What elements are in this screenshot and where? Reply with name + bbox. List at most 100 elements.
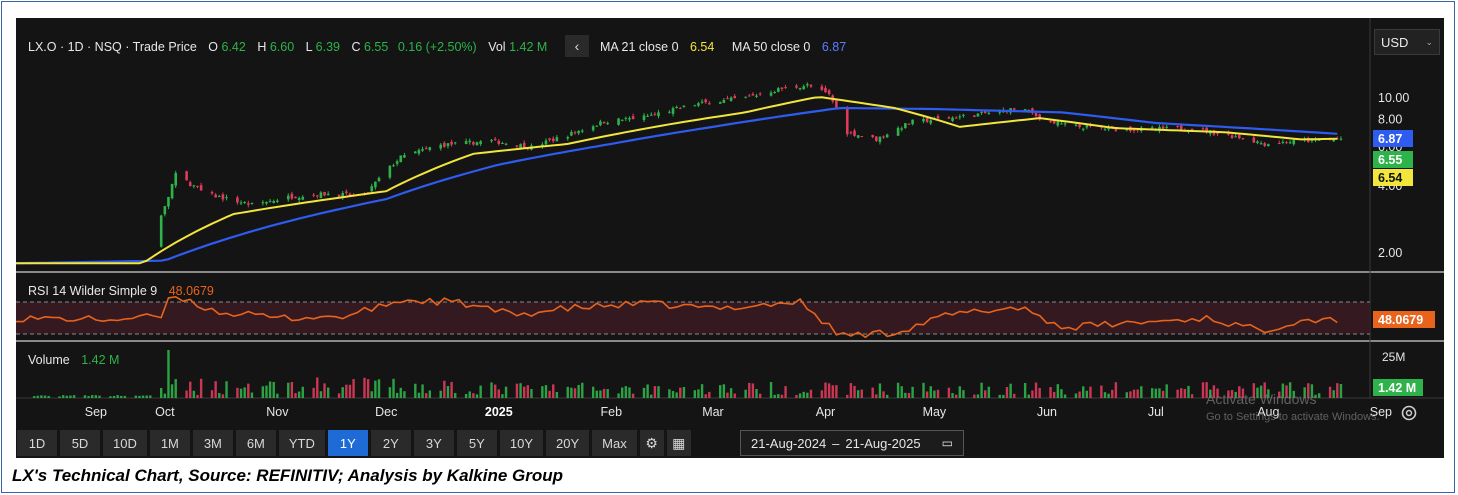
- volume-bar: [109, 396, 112, 398]
- volume-bar: [1212, 385, 1216, 398]
- volume-pane-label: Volume: [28, 353, 70, 367]
- volume-bar: [218, 393, 221, 398]
- volume-bar: [954, 394, 958, 398]
- range-button-max[interactable]: Max: [592, 430, 637, 456]
- volume-axis-tick: 25M: [1382, 350, 1405, 364]
- candle-body: [301, 196, 305, 200]
- date-range-picker[interactable]: 21-Aug-2024 – 21-Aug-2025 ▭: [740, 430, 964, 456]
- range-button-10y[interactable]: 10Y: [499, 430, 543, 456]
- volume-bar: [570, 387, 573, 398]
- volume-bar: [798, 393, 802, 398]
- volume-bar: [120, 395, 123, 398]
- settings-gear-icon[interactable]: [1401, 405, 1417, 421]
- volume-bar: [693, 390, 697, 398]
- legend-collapse-button[interactable]: ‹: [565, 35, 589, 57]
- candle-body: [773, 91, 776, 93]
- volume-bar: [1060, 389, 1063, 398]
- volume-bar: [428, 390, 432, 398]
- volume-bar: [1201, 382, 1205, 398]
- price-chart[interactable]: LX.O · 1D · NSQ · Trade Price O 6.42 H 6…: [16, 18, 1444, 458]
- candle-body: [1049, 121, 1052, 123]
- candle-body: [188, 182, 192, 187]
- volume-bar: [947, 387, 951, 398]
- range-button-10d[interactable]: 10D: [103, 430, 147, 456]
- volume-bar: [1259, 385, 1263, 398]
- range-button-5d[interactable]: 5D: [60, 430, 100, 456]
- volume-bar: [751, 383, 755, 398]
- volume-bar: [1328, 386, 1332, 398]
- candle-body: [936, 116, 940, 119]
- volume-bar: [40, 395, 43, 398]
- candle-body: [835, 100, 838, 108]
- high-label: H: [257, 40, 266, 54]
- volume-bar: [450, 381, 453, 398]
- volume-bar: [1150, 388, 1154, 398]
- volume-bar: [1154, 388, 1158, 398]
- volume-bar: [65, 395, 69, 398]
- range-button-3y[interactable]: 3Y: [413, 430, 454, 456]
- volume-bar: [392, 378, 395, 398]
- candle-body: [388, 165, 392, 178]
- volume-bar: [1129, 391, 1132, 398]
- time-axis-tick: May: [923, 405, 947, 419]
- chart-settings-button[interactable]: ⚙: [639, 430, 664, 456]
- candle-body: [450, 141, 453, 145]
- range-button-2y[interactable]: 2Y: [370, 430, 411, 456]
- candle-body: [900, 128, 904, 130]
- volume-bar: [399, 387, 402, 398]
- volume-bar: [1052, 391, 1056, 398]
- range-button-5y[interactable]: 5Y: [456, 430, 497, 456]
- candle-body: [751, 93, 755, 96]
- volume-bar: [265, 385, 268, 398]
- volume-bar: [552, 384, 555, 398]
- candle-body: [243, 201, 246, 203]
- range-button-20y[interactable]: 20Y: [546, 430, 590, 456]
- volume-bar: [160, 387, 163, 398]
- candle-body: [875, 136, 878, 141]
- volume-bar: [1049, 387, 1052, 398]
- range-button-1y[interactable]: 1Y: [327, 430, 368, 456]
- candle-body: [326, 193, 330, 196]
- currency-select[interactable]: USD ⌄: [1374, 29, 1440, 55]
- candle-body: [700, 101, 704, 103]
- range-button-1m[interactable]: 1M: [149, 430, 190, 456]
- range-button-ytd[interactable]: YTD: [278, 430, 325, 456]
- price-label-close-box: [1373, 151, 1413, 168]
- volume-pane-value: 1.42 M: [81, 353, 119, 367]
- volume-bar: [886, 394, 889, 398]
- range-button-1d[interactable]: 1D: [17, 430, 57, 456]
- volume-bar: [856, 390, 860, 398]
- volume-bar: [719, 385, 722, 398]
- candle-body: [515, 145, 519, 147]
- range-button-6m[interactable]: 6M: [235, 430, 276, 456]
- candle-body: [196, 185, 199, 187]
- candle-body: [1078, 124, 1081, 128]
- candle-body: [1267, 144, 1270, 147]
- candle-body: [922, 118, 925, 122]
- data-table-button[interactable]: ▦: [666, 430, 691, 456]
- volume-bar: [679, 387, 682, 398]
- candle-body: [1150, 127, 1154, 129]
- candle-body: [424, 147, 428, 149]
- time-axis-tick: Dec: [375, 405, 397, 419]
- candle-body: [163, 206, 167, 215]
- volume-bar: [653, 386, 657, 398]
- candle-body: [784, 87, 787, 89]
- candle-body: [570, 132, 573, 136]
- candle-body: [904, 123, 907, 129]
- candle-body: [1114, 128, 1118, 131]
- candle-body: [617, 118, 620, 125]
- volume-bar: [326, 387, 330, 398]
- candle-body: [497, 140, 501, 144]
- candle-body: [827, 90, 831, 95]
- candle-body: [646, 115, 649, 117]
- volume-bar: [936, 389, 940, 398]
- candle-body: [566, 137, 570, 139]
- range-button-3m[interactable]: 3M: [192, 430, 233, 456]
- svg-text:RSI 14 Wilder Simple 9: RSI 14 Wilder Simple 9 48.0679: [28, 284, 214, 298]
- volume-bar: [1314, 394, 1317, 398]
- volume-value-label: 1.42 M: [1378, 381, 1416, 395]
- time-axis-tick: 2025: [485, 405, 513, 419]
- low-value: 6.39: [316, 40, 340, 54]
- candle-body: [290, 193, 294, 199]
